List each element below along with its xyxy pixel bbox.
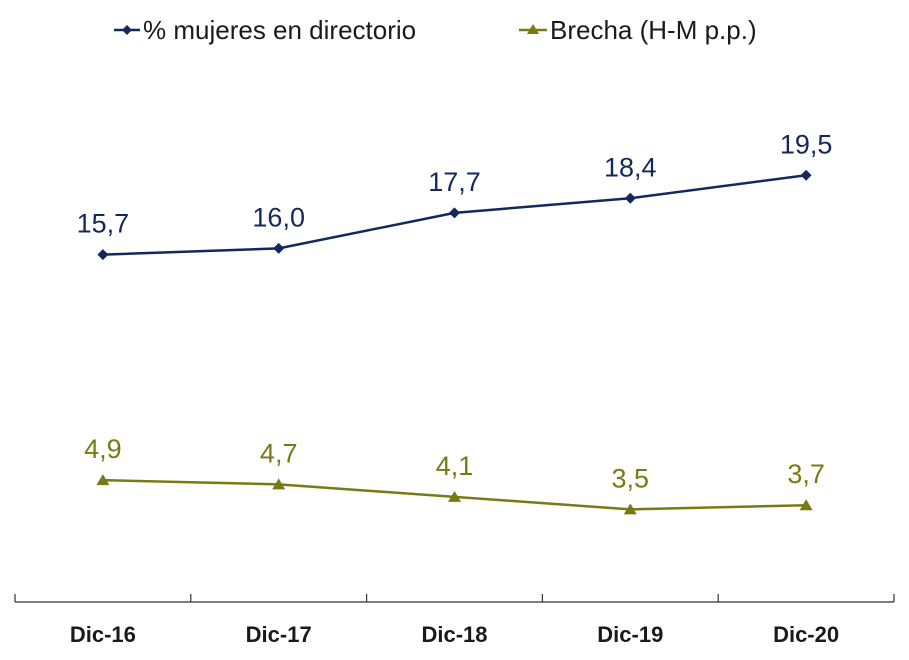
- series-layer: 15,7 16,0 17,7 18,4 19,5 4,9 4,7 4,1 3,5 3,7: [77, 129, 833, 515]
- x-tick-label: Dic-18: [421, 622, 487, 647]
- diamond-marker: [800, 169, 812, 181]
- triangle-marker: [272, 478, 286, 490]
- triangle-marker: [799, 499, 813, 511]
- diamond-marker: [97, 249, 109, 261]
- data-label: 18,4: [604, 152, 657, 182]
- x-tick-label: Dic-17: [246, 622, 312, 647]
- x-tick-label: Dic-19: [597, 622, 663, 647]
- data-label: 16,0: [252, 202, 305, 232]
- data-label: 19,5: [780, 129, 833, 159]
- series-mujeres: 15,7 16,0 17,7 18,4 19,5: [77, 129, 833, 261]
- data-label: 15,7: [77, 209, 130, 239]
- legend-item-mujeres: % mujeres en directorio: [114, 15, 416, 45]
- triangle-marker: [96, 474, 110, 486]
- data-label: 3,5: [612, 463, 650, 493]
- legend-triangle-marker: [527, 24, 539, 34]
- x-tick-label: Dic-20: [773, 622, 839, 647]
- data-label: 4,9: [84, 434, 122, 464]
- legend-item-brecha: Brecha (H-M p.p.): [519, 15, 757, 45]
- x-tick-label: Dic-16: [70, 622, 136, 647]
- triangle-marker: [448, 490, 461, 502]
- data-label: 4,7: [260, 438, 298, 468]
- x-axis: Dic-16 Dic-17 Dic-18 Dic-19 Dic-20: [14, 594, 895, 647]
- diamond-marker: [624, 192, 636, 204]
- data-label: 3,7: [787, 459, 825, 489]
- legend-diamond-marker: [122, 25, 132, 35]
- series-brecha: 4,9 4,7 4,1 3,5 3,7: [84, 434, 825, 515]
- legend-label-brecha: Brecha (H-M p.p.): [550, 15, 757, 45]
- diamond-marker: [273, 242, 285, 254]
- data-label: 4,1: [436, 451, 474, 481]
- legend: % mujeres en directorio Brecha (H-M p.p.…: [114, 15, 757, 45]
- data-label: 17,7: [428, 167, 481, 197]
- diamond-marker: [449, 207, 460, 219]
- triangle-marker: [623, 503, 637, 515]
- legend-label-mujeres: % mujeres en directorio: [143, 15, 416, 45]
